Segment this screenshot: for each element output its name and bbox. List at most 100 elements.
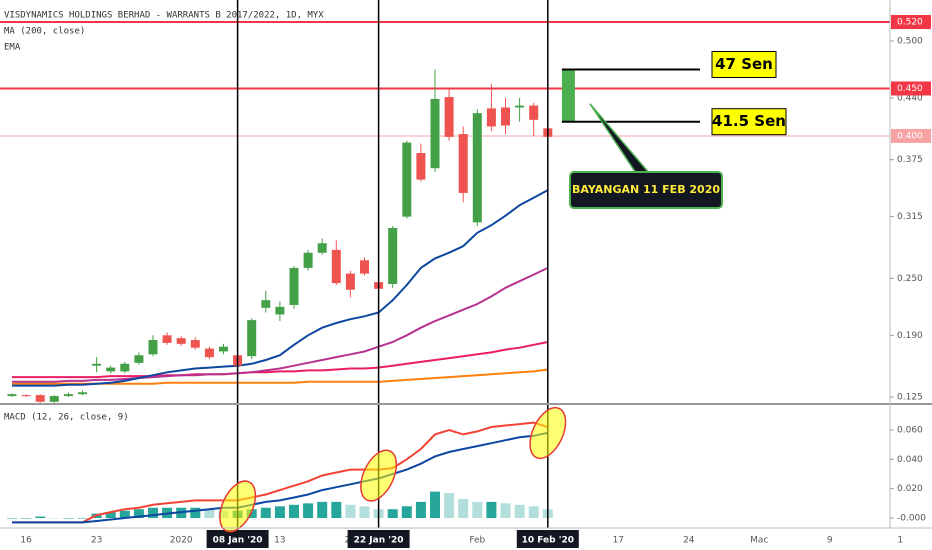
candle-body — [219, 346, 228, 352]
histogram-bar — [260, 507, 271, 519]
candle-body — [331, 249, 341, 284]
macd-line — [12, 421, 549, 524]
candle-body — [78, 392, 87, 395]
candle-body — [486, 108, 496, 127]
histogram-bar — [105, 512, 116, 519]
histogram-bar — [148, 507, 158, 519]
histogram-bar — [345, 504, 356, 519]
histogram-bar — [21, 518, 32, 519]
y-tick-label: -0.000 — [897, 514, 926, 524]
x-tick-label: 13 — [274, 536, 285, 546]
candle-body — [148, 340, 158, 355]
candle-body — [106, 367, 116, 372]
candle-body — [515, 105, 525, 108]
histogram-bar — [274, 506, 285, 519]
x-tick-label: 24 — [683, 536, 695, 546]
histogram-bar — [246, 509, 257, 519]
x-tick-label: Feb — [469, 536, 485, 546]
candle-body — [458, 134, 468, 193]
y-tick-label: 0.060 — [897, 425, 923, 435]
histogram-bar — [514, 504, 525, 519]
candle-body — [303, 252, 313, 268]
moving-average — [12, 266, 549, 383]
candle-body — [416, 153, 426, 180]
candle-body — [345, 273, 355, 290]
candle-body — [529, 105, 539, 120]
macd-line — [12, 431, 549, 524]
candle-body — [472, 113, 482, 223]
histogram-bar — [444, 493, 455, 519]
x-label-box — [347, 530, 410, 548]
price-pane — [0, 21, 890, 403]
price-note: 41.5 Sen — [712, 112, 786, 130]
candle-body — [317, 243, 327, 253]
candle-body — [430, 98, 440, 169]
label-box — [711, 50, 777, 78]
y-tick-label: 0.040 — [897, 455, 923, 465]
label-box — [711, 108, 787, 136]
y-tick-label: 0.020 — [897, 484, 923, 494]
price-label: 0.520 — [897, 18, 923, 28]
histogram-bar — [7, 518, 17, 519]
candle-body — [388, 228, 398, 285]
histogram-bar — [528, 506, 539, 519]
candle-body — [21, 395, 31, 397]
candle-body — [49, 396, 59, 402]
y-tick-label: 0.440 — [897, 93, 923, 103]
x-tick-label: 10 Feb '20 — [522, 536, 574, 546]
histogram-bar — [500, 503, 511, 519]
candle-body — [92, 363, 102, 366]
histogram-bar — [317, 501, 328, 519]
histogram-bar — [49, 518, 60, 519]
highlight-ellipse — [219, 480, 257, 533]
highlight-ellipse — [529, 406, 567, 460]
callout-box — [569, 171, 723, 209]
price-label-box — [891, 15, 931, 30]
indicator-label: EMA — [4, 43, 21, 53]
callout-text: BAYANGAN 11 FEB 2020 — [572, 183, 720, 196]
histogram-bar — [387, 509, 398, 519]
x-tick-label: 23 — [91, 536, 102, 546]
candle-body — [134, 355, 144, 363]
candle-body — [501, 107, 510, 126]
histogram-bar — [415, 501, 426, 519]
candle-body — [402, 142, 412, 217]
histogram-bar — [430, 491, 440, 519]
x-tick-label: 1 — [897, 536, 903, 546]
histogram-bar — [359, 506, 370, 519]
candle-body — [204, 348, 214, 358]
candle-body — [190, 340, 200, 348]
price-note: 47 Sen — [715, 55, 773, 73]
candle-body — [35, 395, 45, 402]
histogram-bar — [401, 506, 412, 519]
candle-body — [7, 394, 17, 397]
price-label: 0.400 — [897, 131, 923, 141]
price-label-box — [891, 81, 931, 96]
x-tick-label: 9 — [827, 536, 833, 546]
x-tick-label: 22 Jan '20 — [354, 536, 404, 546]
projection-candle — [561, 69, 575, 122]
histogram-bar — [486, 501, 497, 519]
x-tick-label: 16 — [20, 536, 32, 546]
candle-body — [63, 394, 73, 397]
candle-body — [176, 338, 186, 344]
histogram-bar — [35, 516, 46, 519]
price-label-box — [891, 128, 931, 143]
x-tick-label: Mac — [750, 536, 768, 546]
histogram-bar — [63, 518, 74, 519]
macd-title: MACD (12, 26, close, 9) — [4, 413, 129, 423]
histogram-bar — [204, 509, 215, 519]
x-tick-label: 17 — [613, 536, 624, 546]
y-tick-label: 0.500 — [897, 37, 923, 47]
histogram-bar — [190, 507, 201, 519]
candle-body — [360, 260, 369, 274]
histogram-bar — [289, 504, 299, 519]
moving-average — [12, 189, 549, 387]
histogram-bar — [119, 510, 130, 519]
histogram-bar — [133, 509, 144, 519]
overlay: 0.500 0.440 0.375 0.315 0.250 0.190 0.125 0.060… — [20, 0, 931, 548]
candle-body — [444, 97, 454, 137]
x-label-box — [516, 530, 579, 548]
